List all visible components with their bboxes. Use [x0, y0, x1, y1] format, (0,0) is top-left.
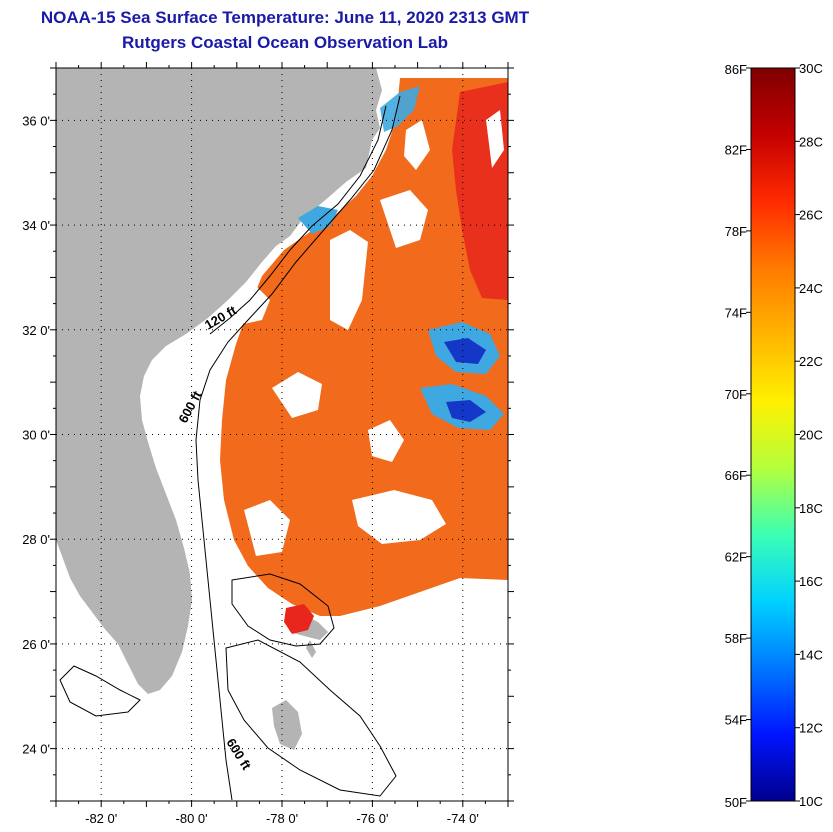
colorbar-label-f: 50F [725, 795, 747, 810]
colorbar-label-f: 86F [725, 62, 747, 77]
map-title: NOAA-15 Sea Surface Temperature: June 11… [40, 8, 530, 27]
colorbar-label-c: 26C [799, 208, 823, 223]
colorbar-label-c: 12C [799, 721, 823, 736]
colorbar-label-f: 66F [725, 468, 747, 483]
colorbar-label-c: 14C [799, 647, 823, 662]
map-subtitle: Rutgers Coastal Ocean Observation Lab [122, 33, 448, 52]
sst-cool-nearshore-2 [380, 86, 420, 132]
lat-label: 32 0' [22, 323, 50, 338]
lon-label: -74 0' [447, 811, 479, 826]
colorbar-label-c: 24C [799, 281, 823, 296]
lon-label: -80 0' [176, 811, 208, 826]
frame-ticks [50, 62, 514, 807]
contour-florida-shelf [59, 665, 141, 717]
colorbar-label-f: 54F [725, 713, 747, 728]
contour-bahamas-bank-2 [225, 639, 397, 797]
colorbar-label-f: 62F [725, 550, 747, 565]
colorbar-label-c: 20C [799, 428, 823, 443]
temperature-colorbar [750, 67, 796, 802]
colorbar-ticks [746, 67, 800, 802]
colorbar-fahrenheit-labels: 86F 82F 78F 74F 70F 66F 62F 58F 54F 50F [725, 62, 747, 810]
colorbar-label-c: 22C [799, 354, 823, 369]
colorbar-label-f: 58F [725, 631, 747, 646]
colorbar-label-c: 18C [799, 501, 823, 516]
sst-cold-eddy-2 [446, 400, 486, 422]
colorbar-label-c: 16C [799, 574, 823, 589]
latitude-labels: 36 0' 34 0' 32 0' 30 0' 28 0' 26 0' 24 0' [22, 113, 50, 756]
longitude-labels: -82 0' -80 0' -78 0' -76 0' -74 0' [85, 811, 479, 826]
sst-warm-region [220, 78, 508, 616]
land-mass [56, 68, 382, 694]
colorbar-label-f: 78F [725, 224, 747, 239]
contour-600ft [195, 95, 401, 801]
graticule-grid [56, 68, 508, 801]
colorbar-label-f: 74F [725, 305, 747, 320]
lon-label: -78 0' [266, 811, 298, 826]
lon-label: -76 0' [356, 811, 388, 826]
colorbar-label-f: 82F [725, 142, 747, 157]
cloud-no-data [236, 110, 504, 556]
sst-cold-eddy-1 [444, 338, 486, 364]
colorbar-celsius-labels: 30C 28C 26C 24C 22C 20C 18C 16C 14C 12C 10C [799, 61, 823, 809]
colorbar-label-f: 70F [725, 387, 747, 402]
lat-label: 24 0' [22, 742, 50, 757]
lat-label: 30 0' [22, 428, 50, 443]
colorbar-label-c: 28C [799, 134, 823, 149]
lon-label: -82 0' [85, 811, 117, 826]
colorbar-label-c: 10C [799, 794, 823, 809]
lat-label: 34 0' [22, 218, 50, 233]
sst-hot-patch-grand-bahama [284, 604, 314, 634]
bahamas-island-andros [272, 700, 302, 750]
lat-label: 28 0' [22, 532, 50, 547]
lat-label: 36 0' [22, 113, 50, 128]
colorbar-label-c: 30C [799, 61, 823, 76]
sst-swath [220, 78, 508, 634]
lat-label: 26 0' [22, 637, 50, 652]
contour-120ft [209, 105, 387, 335]
